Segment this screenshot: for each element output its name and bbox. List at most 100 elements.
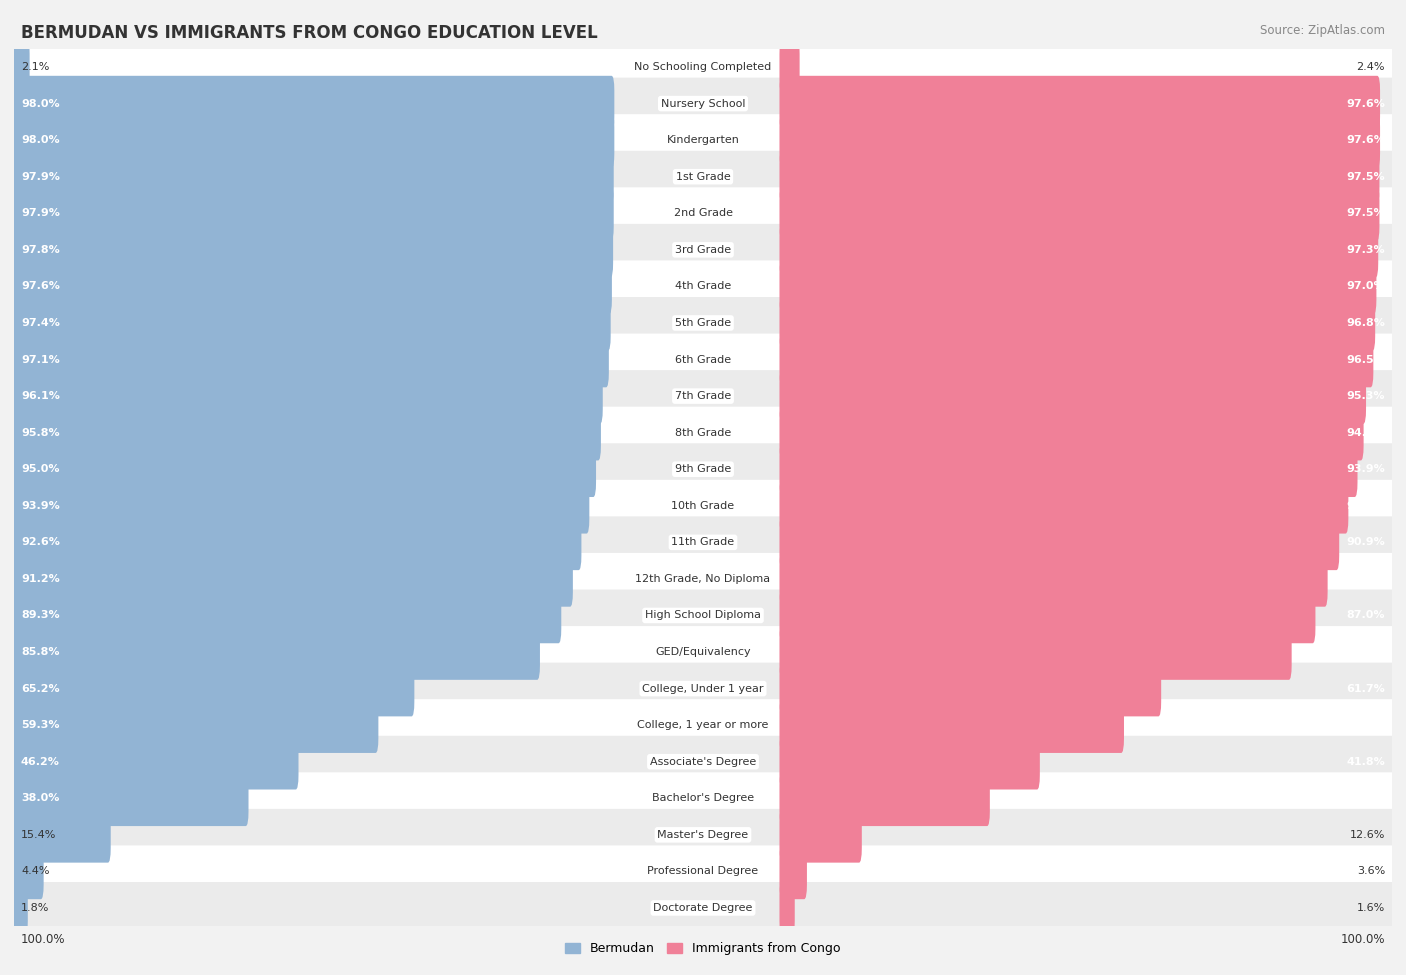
Text: 96.1%: 96.1% bbox=[21, 391, 60, 401]
FancyBboxPatch shape bbox=[13, 260, 1393, 312]
FancyBboxPatch shape bbox=[11, 39, 30, 95]
Text: 91.2%: 91.2% bbox=[21, 574, 59, 584]
Text: 12.6%: 12.6% bbox=[1350, 830, 1385, 839]
Text: 6th Grade: 6th Grade bbox=[675, 355, 731, 365]
FancyBboxPatch shape bbox=[13, 114, 1393, 166]
FancyBboxPatch shape bbox=[779, 770, 990, 826]
Text: 55.6%: 55.6% bbox=[1347, 721, 1385, 730]
FancyBboxPatch shape bbox=[13, 370, 1393, 422]
Text: 89.3%: 89.3% bbox=[21, 610, 59, 620]
Text: 93.9%: 93.9% bbox=[21, 501, 59, 511]
FancyBboxPatch shape bbox=[11, 807, 111, 863]
Text: 59.3%: 59.3% bbox=[21, 721, 59, 730]
FancyBboxPatch shape bbox=[779, 332, 1374, 387]
FancyBboxPatch shape bbox=[11, 697, 378, 753]
FancyBboxPatch shape bbox=[779, 697, 1123, 753]
Text: 100.0%: 100.0% bbox=[21, 933, 66, 946]
Text: 97.5%: 97.5% bbox=[1347, 209, 1385, 218]
Text: 87.0%: 87.0% bbox=[1347, 610, 1385, 620]
FancyBboxPatch shape bbox=[11, 149, 614, 205]
Text: 3rd Grade: 3rd Grade bbox=[675, 245, 731, 254]
FancyBboxPatch shape bbox=[779, 442, 1358, 497]
FancyBboxPatch shape bbox=[13, 517, 1393, 568]
FancyBboxPatch shape bbox=[11, 405, 600, 460]
FancyBboxPatch shape bbox=[779, 185, 1379, 241]
Text: 85.8%: 85.8% bbox=[21, 647, 59, 657]
Text: 12th Grade, No Diploma: 12th Grade, No Diploma bbox=[636, 574, 770, 584]
FancyBboxPatch shape bbox=[11, 112, 614, 168]
Text: 96.8%: 96.8% bbox=[1346, 318, 1385, 328]
Text: 92.6%: 92.6% bbox=[21, 537, 60, 547]
Text: 83.1%: 83.1% bbox=[1347, 647, 1385, 657]
Text: 97.5%: 97.5% bbox=[1347, 172, 1385, 181]
Text: 1.6%: 1.6% bbox=[1357, 903, 1385, 913]
FancyBboxPatch shape bbox=[779, 149, 1379, 205]
Text: 3.6%: 3.6% bbox=[1357, 867, 1385, 877]
FancyBboxPatch shape bbox=[11, 222, 613, 278]
FancyBboxPatch shape bbox=[11, 515, 582, 570]
FancyBboxPatch shape bbox=[11, 661, 415, 717]
FancyBboxPatch shape bbox=[13, 845, 1393, 897]
FancyBboxPatch shape bbox=[13, 407, 1393, 458]
Text: 33.6%: 33.6% bbox=[1347, 794, 1385, 803]
FancyBboxPatch shape bbox=[779, 112, 1381, 168]
Text: 41.8%: 41.8% bbox=[1347, 757, 1385, 766]
FancyBboxPatch shape bbox=[11, 588, 561, 644]
FancyBboxPatch shape bbox=[13, 224, 1393, 276]
FancyBboxPatch shape bbox=[779, 258, 1376, 314]
FancyBboxPatch shape bbox=[779, 588, 1316, 644]
Text: College, Under 1 year: College, Under 1 year bbox=[643, 683, 763, 693]
FancyBboxPatch shape bbox=[779, 405, 1364, 460]
Text: 65.2%: 65.2% bbox=[21, 683, 59, 693]
Text: 95.0%: 95.0% bbox=[21, 464, 59, 474]
Text: College, 1 year or more: College, 1 year or more bbox=[637, 721, 769, 730]
Text: 2.1%: 2.1% bbox=[21, 62, 49, 72]
FancyBboxPatch shape bbox=[11, 843, 44, 899]
Text: 97.9%: 97.9% bbox=[21, 209, 60, 218]
FancyBboxPatch shape bbox=[11, 258, 612, 314]
FancyBboxPatch shape bbox=[13, 699, 1393, 751]
Text: 9th Grade: 9th Grade bbox=[675, 464, 731, 474]
FancyBboxPatch shape bbox=[13, 736, 1393, 788]
FancyBboxPatch shape bbox=[11, 551, 572, 606]
Text: Nursery School: Nursery School bbox=[661, 98, 745, 108]
Text: 2.4%: 2.4% bbox=[1357, 62, 1385, 72]
Text: 97.4%: 97.4% bbox=[21, 318, 60, 328]
Text: 97.3%: 97.3% bbox=[1347, 245, 1385, 254]
Text: 61.7%: 61.7% bbox=[1347, 683, 1385, 693]
Text: 10th Grade: 10th Grade bbox=[672, 501, 734, 511]
FancyBboxPatch shape bbox=[13, 78, 1393, 130]
Text: BERMUDAN VS IMMIGRANTS FROM CONGO EDUCATION LEVEL: BERMUDAN VS IMMIGRANTS FROM CONGO EDUCAT… bbox=[21, 24, 598, 42]
Text: Kindergarten: Kindergarten bbox=[666, 136, 740, 145]
Text: High School Diploma: High School Diploma bbox=[645, 610, 761, 620]
Text: 96.5%: 96.5% bbox=[1347, 355, 1385, 365]
Text: 2nd Grade: 2nd Grade bbox=[673, 209, 733, 218]
FancyBboxPatch shape bbox=[13, 297, 1393, 349]
FancyBboxPatch shape bbox=[11, 770, 249, 826]
Text: 11th Grade: 11th Grade bbox=[672, 537, 734, 547]
Legend: Bermudan, Immigrants from Congo: Bermudan, Immigrants from Congo bbox=[565, 942, 841, 956]
FancyBboxPatch shape bbox=[11, 332, 609, 387]
Text: 97.9%: 97.9% bbox=[21, 172, 60, 181]
Text: 1st Grade: 1st Grade bbox=[676, 172, 730, 181]
FancyBboxPatch shape bbox=[779, 478, 1348, 533]
FancyBboxPatch shape bbox=[779, 807, 862, 863]
Text: 92.4%: 92.4% bbox=[1346, 501, 1385, 511]
Text: GED/Equivalency: GED/Equivalency bbox=[655, 647, 751, 657]
Text: 5th Grade: 5th Grade bbox=[675, 318, 731, 328]
Text: 97.0%: 97.0% bbox=[1347, 282, 1385, 292]
Text: 98.0%: 98.0% bbox=[21, 98, 59, 108]
FancyBboxPatch shape bbox=[13, 626, 1393, 678]
Text: 97.8%: 97.8% bbox=[21, 245, 59, 254]
FancyBboxPatch shape bbox=[779, 76, 1381, 132]
Text: 8th Grade: 8th Grade bbox=[675, 428, 731, 438]
Text: No Schooling Completed: No Schooling Completed bbox=[634, 62, 772, 72]
FancyBboxPatch shape bbox=[11, 624, 540, 680]
Text: 46.2%: 46.2% bbox=[21, 757, 60, 766]
Text: 89.0%: 89.0% bbox=[1347, 574, 1385, 584]
FancyBboxPatch shape bbox=[13, 809, 1393, 861]
Text: 97.6%: 97.6% bbox=[1346, 98, 1385, 108]
FancyBboxPatch shape bbox=[13, 41, 1393, 93]
Text: 97.6%: 97.6% bbox=[1346, 136, 1385, 145]
Text: 98.0%: 98.0% bbox=[21, 136, 59, 145]
